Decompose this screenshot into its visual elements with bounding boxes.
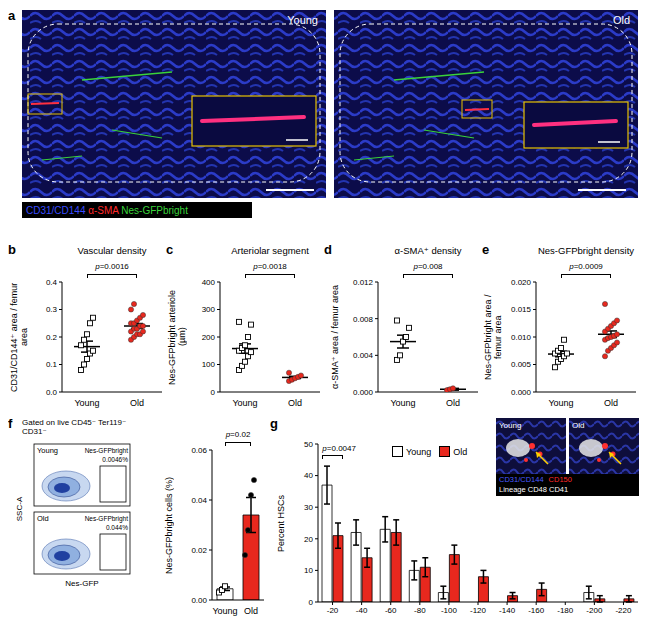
html-text:f: f bbox=[8, 416, 13, 431]
svg-text:Old: Old bbox=[130, 398, 144, 408]
svg-text:0.2: 0.2 bbox=[46, 333, 58, 342]
svg-text:100: 100 bbox=[202, 360, 216, 369]
svg-text:0.0: 0.0 bbox=[46, 388, 58, 397]
svg-text:0.4: 0.4 bbox=[46, 278, 58, 287]
svg-text:0.000: 0.000 bbox=[511, 388, 532, 397]
svg-text:0.020: 0.020 bbox=[511, 278, 532, 287]
svg-text:0.02: 0.02 bbox=[191, 546, 207, 555]
svg-text:Old: Old bbox=[37, 514, 49, 523]
svg-text:SSC-A: SSC-A bbox=[15, 496, 24, 521]
svg-text:Old: Old bbox=[613, 14, 630, 26]
html-text:Gated on live CD45⁻ Ter119⁻ CD: Gated on live CD45⁻ Ter119⁻ CD31⁻ bbox=[22, 418, 127, 436]
svg-text:0.1: 0.1 bbox=[46, 360, 58, 369]
html-text:Old: Old bbox=[453, 446, 468, 457]
svg-text:40: 40 bbox=[304, 471, 313, 480]
svg-text:30: 30 bbox=[304, 503, 313, 512]
svg-text:Young: Young bbox=[287, 14, 318, 26]
svg-text:0.005: 0.005 bbox=[511, 360, 532, 369]
svg-text:20: 20 bbox=[304, 535, 313, 544]
svg-text:Nes-GFP: Nes-GFP bbox=[65, 579, 98, 588]
html-text:p =0.0047: p =0.0047 bbox=[322, 444, 356, 453]
svg-text:0.0046%: 0.0046% bbox=[102, 456, 128, 463]
svg-text:Nes-GFPbright: Nes-GFPbright bbox=[85, 515, 129, 523]
svg-text:-160: -160 bbox=[528, 606, 545, 615]
html-text:Nes-GFPbright density: Nes-GFPbright density bbox=[538, 245, 634, 256]
svg-text:Young: Young bbox=[390, 398, 415, 408]
html-text:p =0.0009: p =0.0009 bbox=[569, 262, 603, 271]
html-text:d: d bbox=[324, 242, 332, 257]
html-text:Nes-GFPbright arteriole (µm): Nes-GFPbright arteriole (µm) bbox=[167, 289, 187, 385]
svg-text:Young: Young bbox=[232, 398, 257, 408]
svg-text:-200: -200 bbox=[586, 606, 603, 615]
html-text:CD150: CD150 bbox=[548, 475, 572, 484]
svg-text:50: 50 bbox=[304, 440, 313, 449]
html-text:α-SMA⁺ area / femur area: α-SMA⁺ area / femur area bbox=[330, 285, 340, 389]
svg-text:-180: -180 bbox=[557, 606, 574, 615]
svg-text:0.008: 0.008 bbox=[353, 315, 374, 324]
html-text:Vascular density: Vascular density bbox=[77, 245, 147, 256]
svg-text:0.004: 0.004 bbox=[353, 351, 374, 360]
svg-text:Old: Old bbox=[604, 398, 618, 408]
html-text:Nes-GFPbright cells (%): Nes-GFPbright cells (%) bbox=[164, 476, 174, 574]
svg-text:0.044%: 0.044% bbox=[106, 524, 128, 531]
html-text:CD31/CD144⁺ area / femur area: CD31/CD144⁺ area / femur area bbox=[9, 282, 29, 392]
html-text:p =0.02: p =0.02 bbox=[225, 430, 251, 439]
svg-text:0.000: 0.000 bbox=[353, 388, 374, 397]
html-text:p =0.0016: p =0.0016 bbox=[95, 262, 129, 271]
svg-text:CD31/CD144 α-SMA Nes-GFPbrig: CD31/CD144 α-SMA Nes-GFPbright bbox=[26, 205, 188, 216]
svg-text:-220: -220 bbox=[615, 606, 632, 615]
svg-text:a: a bbox=[8, 8, 16, 23]
html-text:Percent HSCs: Percent HSCs bbox=[276, 494, 286, 552]
svg-text:0.015: 0.015 bbox=[511, 305, 532, 314]
svg-text:Old: Old bbox=[244, 606, 258, 616]
html-text:p =0.0018: p =0.0018 bbox=[253, 262, 287, 271]
svg-text:0.3: 0.3 bbox=[46, 305, 58, 314]
html-text:p =0.008: p =0.008 bbox=[413, 262, 443, 271]
svg-text:Young: Young bbox=[212, 606, 237, 616]
svg-text:Old: Old bbox=[288, 398, 302, 408]
svg-text:Young: Young bbox=[37, 446, 58, 455]
svg-text:Old: Old bbox=[572, 421, 584, 430]
svg-text:0.04: 0.04 bbox=[191, 496, 207, 505]
svg-text:0.010: 0.010 bbox=[511, 333, 532, 342]
svg-text:400: 400 bbox=[202, 278, 216, 287]
svg-text:10: 10 bbox=[304, 566, 313, 575]
svg-text:-80: -80 bbox=[414, 606, 426, 615]
svg-text:Young: Young bbox=[548, 398, 573, 408]
html-text:g: g bbox=[270, 416, 278, 431]
svg-text:Young: Young bbox=[499, 421, 521, 430]
html-text:α-SMA⁺ density: α-SMA⁺ density bbox=[394, 245, 462, 256]
svg-text:-20: -20 bbox=[327, 606, 339, 615]
html-text:Young: Young bbox=[406, 446, 432, 457]
html-text:c: c bbox=[166, 242, 174, 257]
html-text:CD31/CD144: CD31/CD144 bbox=[499, 475, 544, 484]
svg-text:200: 200 bbox=[202, 333, 216, 342]
svg-text:-100: -100 bbox=[441, 606, 458, 615]
html-text:e: e bbox=[482, 242, 490, 257]
svg-text:-60: -60 bbox=[385, 606, 397, 615]
svg-text:0.00: 0.00 bbox=[191, 596, 207, 605]
svg-text:0.06: 0.06 bbox=[191, 446, 207, 455]
svg-text:300: 300 bbox=[202, 305, 216, 314]
html-text:Lineage CD48 CD41: Lineage CD48 CD41 bbox=[499, 485, 569, 494]
svg-text:-120: -120 bbox=[470, 606, 487, 615]
svg-text:-40: -40 bbox=[356, 606, 368, 615]
svg-text:Nes-GFPbright: Nes-GFPbright bbox=[85, 447, 129, 455]
svg-text:-140: -140 bbox=[499, 606, 516, 615]
svg-text:0: 0 bbox=[211, 388, 216, 397]
html-text:Arteriolar segment: Arteriolar segment bbox=[231, 245, 309, 256]
svg-text:0: 0 bbox=[309, 598, 314, 607]
svg-text:Young: Young bbox=[74, 398, 99, 408]
html-text:Nes-GFPbright area / femur are: Nes-GFPbright area / femur area bbox=[483, 294, 503, 380]
html-text:b: b bbox=[8, 242, 16, 257]
svg-text:Old: Old bbox=[446, 398, 460, 408]
svg-text:0.012: 0.012 bbox=[353, 278, 374, 287]
